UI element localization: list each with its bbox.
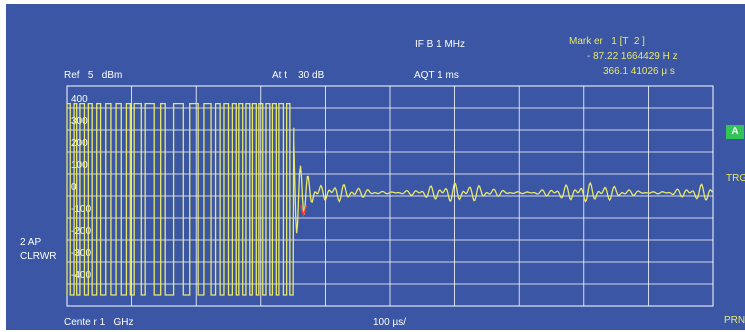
marker-title: Mark er 1 [T 2 ] <box>569 36 645 47</box>
acquisition-time: AQT 1 ms <box>414 70 459 81</box>
plot-area: 400 300 200 100 0 -100 -200 -300 -400 <box>66 85 714 307</box>
trigger-label: TRG <box>726 173 745 184</box>
center-frequency: Cente r 1 GHz <box>64 317 134 328</box>
marker-1-icon <box>299 205 308 218</box>
y-tick-label: 400 <box>71 94 88 105</box>
marker-time: 366.1 41026 μ s <box>603 66 675 77</box>
print-label: PRN <box>724 315 745 326</box>
marker-frequency: - 87.22 1664429 H z <box>587 51 678 62</box>
trace-detector: CLRWR <box>20 251 57 262</box>
y-tick-label: -400 <box>71 270 91 281</box>
analyzer-screen: IF B 1 MHz Mark er 1 [T 2 ] - 87.22 1664… <box>6 4 745 330</box>
y-tick-label: -100 <box>71 204 91 215</box>
if-bandwidth: IF B 1 MHz <box>415 39 466 50</box>
y-tick-label: -300 <box>71 248 91 259</box>
y-tick-label: -200 <box>71 226 91 237</box>
time-per-division: 100 µs/ <box>373 317 407 328</box>
trace-mode: 2 AP <box>20 237 42 248</box>
trace-1-line <box>66 102 713 296</box>
attenuation: At t 30 dB <box>272 70 325 81</box>
ref-level: Ref 5 dBm <box>64 70 123 81</box>
trace-a-badge: A <box>726 125 744 139</box>
